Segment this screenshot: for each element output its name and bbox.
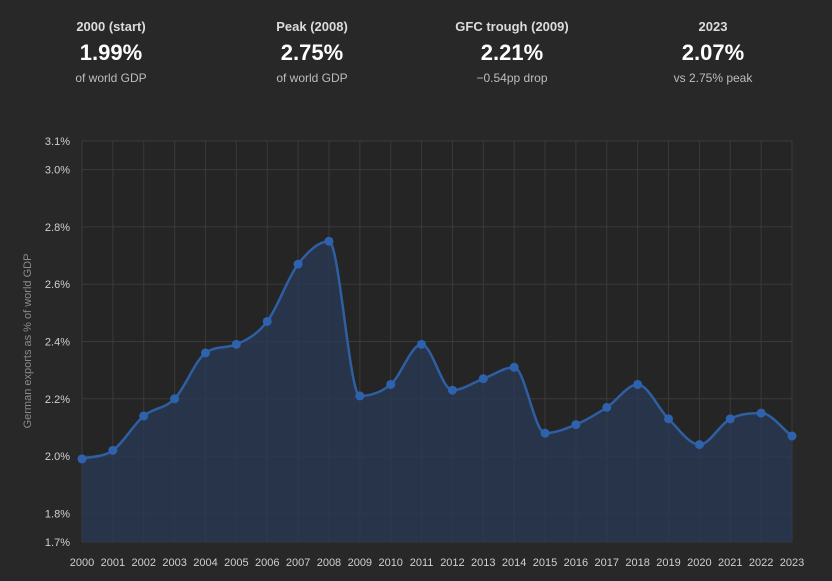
point-2006 <box>262 316 272 326</box>
stat-trough: GFC trough (2009) 2.21% −0.54pp drop <box>412 18 612 86</box>
point-2013 <box>478 374 488 384</box>
stat-peak-label: Peak (2008) <box>276 19 348 34</box>
x-tick-label: 2000 <box>70 557 94 569</box>
point-2010 <box>386 379 396 389</box>
y-tick-label: 2.2% <box>45 394 70 406</box>
grid <box>81 140 793 543</box>
stat-trough-value: 2.21% <box>480 40 544 65</box>
point-2014 <box>509 362 519 372</box>
x-tick-label: 2020 <box>687 557 711 569</box>
y-tick-label: 2.0% <box>45 451 70 463</box>
stats-bar: 2000 (start) 1.99% of world GDP Peak (20… <box>0 18 832 98</box>
x-tick-label: 2023 <box>780 557 804 569</box>
point-2016 <box>571 420 581 430</box>
y-tick-label: 3.1% <box>45 136 70 148</box>
x-tick-label: 2008 <box>317 557 341 569</box>
area-fill <box>82 241 792 542</box>
x-tick-label: 2006 <box>255 557 279 569</box>
x-tick-label: 2011 <box>410 557 434 569</box>
point-2001 <box>108 445 118 455</box>
point-2015 <box>540 428 550 438</box>
x-tick-labels: 2000 2001 2002 2003 2004 2005 2006 2007 2008 2009… <box>70 557 804 569</box>
x-tick-label: 2019 <box>656 557 680 569</box>
point-2003 <box>170 394 180 404</box>
stat-latest-label: 2023 <box>698 19 728 34</box>
y-tick-label: 2.6% <box>45 279 70 291</box>
x-tick-label: 2013 <box>471 557 495 569</box>
point-2022 <box>756 408 766 418</box>
x-tick-label: 2014 <box>502 557 526 569</box>
x-tick-label: 2015 <box>533 557 557 569</box>
stat-latest: 2023 2.07% vs 2.75% peak <box>613 18 813 86</box>
x-tick-label: 2003 <box>162 557 186 569</box>
y-axis-label: German exports as % of world GDP <box>22 254 34 429</box>
x-tick-label: 2002 <box>131 557 155 569</box>
y-tick-label: 3.0% <box>45 165 70 177</box>
point-2018 <box>633 379 643 389</box>
x-tick-label: 2017 <box>595 557 619 569</box>
stat-start-value: 1.99% <box>79 40 143 65</box>
y-tick-label: 1.7% <box>45 537 70 549</box>
point-2012 <box>447 385 457 395</box>
point-2008 <box>324 236 334 246</box>
stat-latest-sub: vs 2.75% peak <box>673 71 753 85</box>
point-2021 <box>725 414 735 424</box>
stat-trough-sub: −0.54pp drop <box>476 71 548 85</box>
y-tick-labels: 1.7% 1.8% 2.0% 2.2% 2.4% 2.6% 2.8% 3.0% 3.1% <box>45 136 70 549</box>
point-2017 <box>602 402 612 412</box>
point-2007 <box>293 259 303 269</box>
markers <box>77 236 797 464</box>
stat-latest-value: 2.07% <box>681 40 745 65</box>
x-tick-label: 2016 <box>564 557 588 569</box>
x-tick-label: 2004 <box>193 557 217 569</box>
x-tick-label: 2021 <box>718 557 742 569</box>
x-tick-label: 2005 <box>224 557 248 569</box>
stat-start-label: 2000 (start) <box>76 19 146 34</box>
point-2011 <box>417 339 427 349</box>
x-tick-label: 2022 <box>749 557 773 569</box>
point-2020 <box>694 440 704 450</box>
x-tick-label: 2012 <box>440 557 464 569</box>
x-tick-label: 2001 <box>101 557 125 569</box>
stat-peak-value: 2.75% <box>280 40 344 65</box>
point-2000 <box>77 454 87 464</box>
y-tick-label: 1.8% <box>45 508 70 520</box>
x-tick-label: 2010 <box>378 557 402 569</box>
x-tick-label: 2009 <box>348 557 372 569</box>
y-tick-label: 2.8% <box>45 222 70 234</box>
stat-peak-sub: of world GDP <box>276 71 348 85</box>
stat-peak: Peak (2008) 2.75% of world GDP <box>212 18 412 86</box>
point-2009 <box>355 391 365 401</box>
point-2019 <box>664 414 674 424</box>
stat-trough-label: GFC trough (2009) <box>455 19 569 34</box>
point-2002 <box>139 411 149 421</box>
stat-start: 2000 (start) 1.99% of world GDP <box>11 18 211 86</box>
point-2004 <box>200 348 210 358</box>
point-2005 <box>231 339 241 349</box>
x-tick-label: 2007 <box>286 557 310 569</box>
y-tick-label: 2.4% <box>45 337 70 349</box>
x-tick-label: 2018 <box>625 557 649 569</box>
stat-start-sub: of world GDP <box>75 71 147 85</box>
point-2023 <box>787 431 797 441</box>
